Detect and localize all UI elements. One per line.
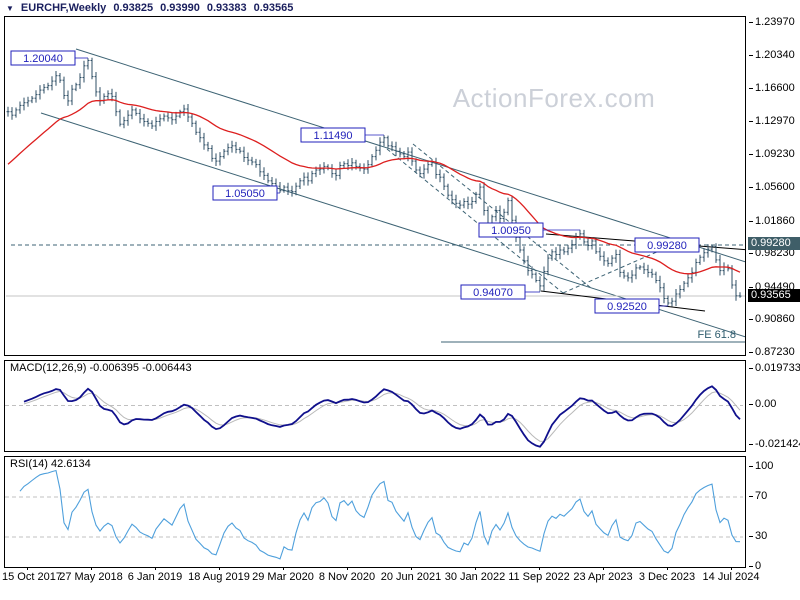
price-callout-text: 0.94070 [473,287,513,299]
price-callout-box [478,222,544,238]
price-callout-text: 0.92520 [607,301,647,313]
rsi-canvas[interactable] [5,457,743,565]
macd-canvas[interactable] [5,361,743,449]
price-axis-label: 1.12970 [749,115,795,127]
ma-line [7,99,741,275]
x-axis-label: 14 Jul 2024 [702,571,760,583]
price-axis-label: 0.90860 [749,313,795,325]
x-axis-label: 29 Mar 2020 [252,571,314,583]
rsi-axis-label: 70 [748,490,768,502]
rsi-panel: RSI(14) 42.6134 [4,456,746,568]
x-axis-tick [27,567,28,570]
price-axis-label: 0.98230 [749,247,795,259]
x-axis-tick [667,567,668,570]
price-callout-text: 1.00950 [491,225,531,237]
price-callout-text: 0.99280 [647,240,687,252]
price-callout-box [10,50,76,66]
rsi-axis-label: 30 [748,530,768,542]
price-callout-text: 1.05050 [225,188,265,200]
price-axis-label: 0.87230 [749,346,795,358]
pattern-dash-3 [562,236,692,294]
x-axis-label: 8 Nov 2020 [318,571,376,583]
rsi-line [19,469,741,560]
x-axis-label: 27 May 2018 [59,571,123,583]
x-axis-tick [411,567,412,570]
close-value: 0.93565 [253,2,294,14]
x-axis-tick [283,567,284,570]
fe-618-label: FE 61.8 [697,329,736,341]
macd-axis-label: 0.00 [748,398,777,410]
price-callout-box [212,185,278,201]
x-axis-tick [603,567,604,570]
x-axis-label: 20 Jun 2021 [380,571,442,583]
price-axis-label: 1.05600 [749,181,795,193]
price-callout-text: 1.20040 [23,53,63,65]
macd-axis-label: -0.021424 [749,438,800,450]
macd-label: MACD(12,26,9) -0.006395 -0.006443 [10,362,192,374]
macd-y-axis: 0.019733 0.00 -0.021424 [748,360,800,452]
x-axis-tick [347,567,348,570]
low-value: 0.93383 [206,2,247,14]
pattern-dash-2 [412,143,592,289]
price-y-axis: 1.23970 1.20340 1.16600 1.12970 1.09230 1.056… [748,16,800,358]
rsi-label: RSI(14) 42.6134 [10,458,91,470]
macd-axis-label: 0.019733 [749,362,800,374]
x-axis-label: 11 Sep 2022 [508,571,570,583]
x-axis-tick [219,567,220,570]
price-axis-label: 1.23970 [749,16,795,28]
open-value: 0.93825 [113,2,154,14]
symbol-dropdown-icon[interactable]: ▼ [6,3,14,13]
watermark: ActionForex.com [453,83,656,113]
price-callout-text: 1.11490 [314,130,353,142]
high-value: 0.93990 [160,2,200,14]
price-callout-box [300,127,366,143]
price-axis-label: 1.01860 [749,215,795,227]
x-axis-tick [155,567,156,570]
rsi-y-axis: 100 70 30 0 [748,456,800,572]
x-axis-tick [91,567,92,570]
chart-title: EURCHF,Weekly [20,2,107,14]
x-axis-label: 23 Apr 2023 [573,571,633,583]
price-axis-label: 1.20340 [749,49,795,61]
macd-signal-line [23,390,741,442]
price-callout-box [634,237,700,253]
price-axis-label: 1.16600 [749,82,795,94]
x-axis-label: 18 Aug 2019 [188,571,250,583]
chart-header: ▼ EURCHF,Weekly 0.93825 0.93990 0.93383 … [6,1,293,15]
rsi-axis-label: 0 [748,560,762,572]
price-callout-box [460,284,526,300]
price-chart-panel: ActionForex.com FE 61.8 1.20040 1.11490 1.05… [4,16,746,356]
x-axis-label: 6 Jan 2019 [127,571,183,583]
pattern-dash-1 [386,148,564,294]
x-axis-label: 30 Jan 2022 [444,571,506,583]
price-callout-box [594,298,660,314]
x-axis-tick [539,567,540,570]
price-chart-canvas[interactable]: ActionForex.com FE 61.8 1.20040 1.11490 1.05… [5,17,745,355]
x-axis-label: 15 Oct 2017 [2,571,62,583]
resistance-price-badge: 0.99280 [748,237,800,250]
macd-panel: MACD(12,26,9) -0.006395 -0.006443 [4,360,746,452]
x-axis-label: 3 Dec 2023 [638,571,696,583]
rsi-axis-label: 100 [748,460,774,472]
x-axis-tick [731,567,732,570]
ohlc-values: 0.93825 0.93990 0.93383 0.93565 [113,2,293,14]
price-axis-label: 1.09230 [749,148,795,160]
current-price-badge: 0.93565 [748,289,800,302]
price-bars [6,57,742,307]
macd-main-line [23,385,741,448]
x-axis-tick [475,567,476,570]
date-axis: 15 Oct 2017 27 May 2018 6 Jan 2019 18 Aug 2… [0,567,800,585]
